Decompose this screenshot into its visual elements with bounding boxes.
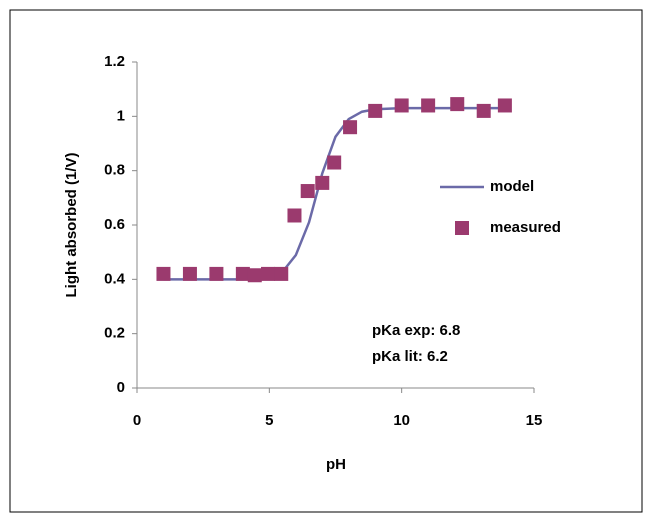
data-point	[300, 184, 315, 199]
data-point	[182, 266, 197, 281]
data-point	[247, 268, 262, 283]
annotation: pKa exp: 6.8	[372, 322, 460, 339]
data-point	[235, 266, 250, 281]
data-point	[327, 155, 342, 170]
y-tick-label: 0.6	[104, 216, 125, 233]
y-tick-label: 0.2	[104, 325, 125, 342]
data-point	[394, 98, 409, 113]
x-axis-label: pH	[326, 456, 346, 473]
y-tick-label: 0.4	[104, 270, 126, 287]
x-tick-label: 5	[265, 412, 273, 429]
data-point	[156, 266, 171, 281]
data-point	[209, 266, 224, 281]
y-axis-label: Light absorbed (1/V)	[63, 152, 80, 297]
chart-frame	[9, 9, 643, 513]
x-tick-label: 10	[393, 412, 410, 429]
legend-marker	[455, 221, 469, 235]
annotation: pKa lit: 6.2	[372, 348, 448, 365]
data-point	[421, 98, 436, 113]
y-tick-label: 1.2	[104, 53, 125, 70]
y-tick-label: 0.8	[104, 162, 125, 179]
data-point	[287, 208, 302, 223]
data-point	[261, 266, 276, 281]
data-point	[274, 266, 289, 281]
data-point	[315, 175, 330, 190]
data-point	[368, 103, 383, 118]
x-tick-label: 0	[133, 412, 141, 429]
data-point	[476, 103, 491, 118]
data-point	[497, 98, 512, 113]
legend-label: measured	[490, 219, 561, 236]
legend-label: model	[490, 178, 534, 195]
y-tick-label: 0	[117, 379, 125, 396]
data-point	[343, 120, 358, 135]
y-tick-label: 1	[117, 107, 125, 124]
x-tick-label: 15	[526, 412, 543, 429]
data-point	[450, 97, 465, 112]
